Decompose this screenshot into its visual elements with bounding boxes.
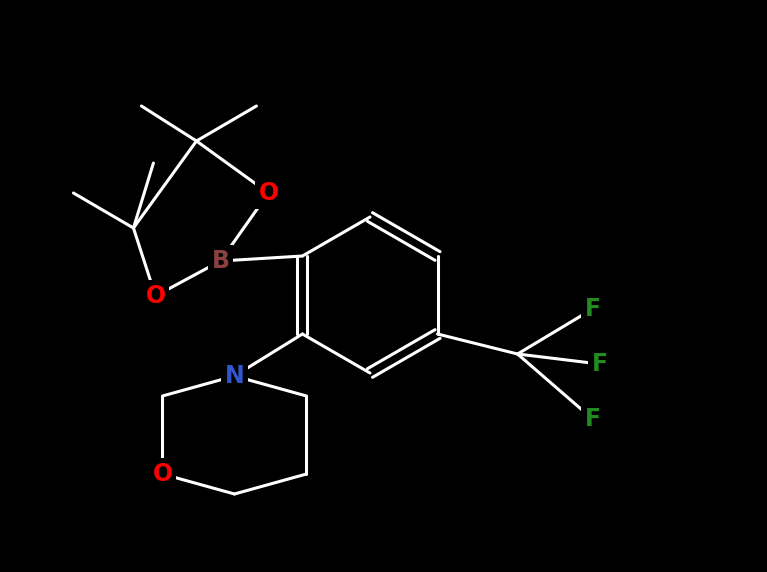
Text: O: O: [146, 284, 166, 308]
Text: O: O: [153, 462, 173, 486]
Text: F: F: [591, 352, 607, 376]
Text: F: F: [584, 407, 601, 431]
Text: B: B: [212, 249, 229, 273]
Text: F: F: [584, 297, 601, 321]
Text: O: O: [258, 181, 278, 205]
Text: N: N: [225, 364, 245, 388]
